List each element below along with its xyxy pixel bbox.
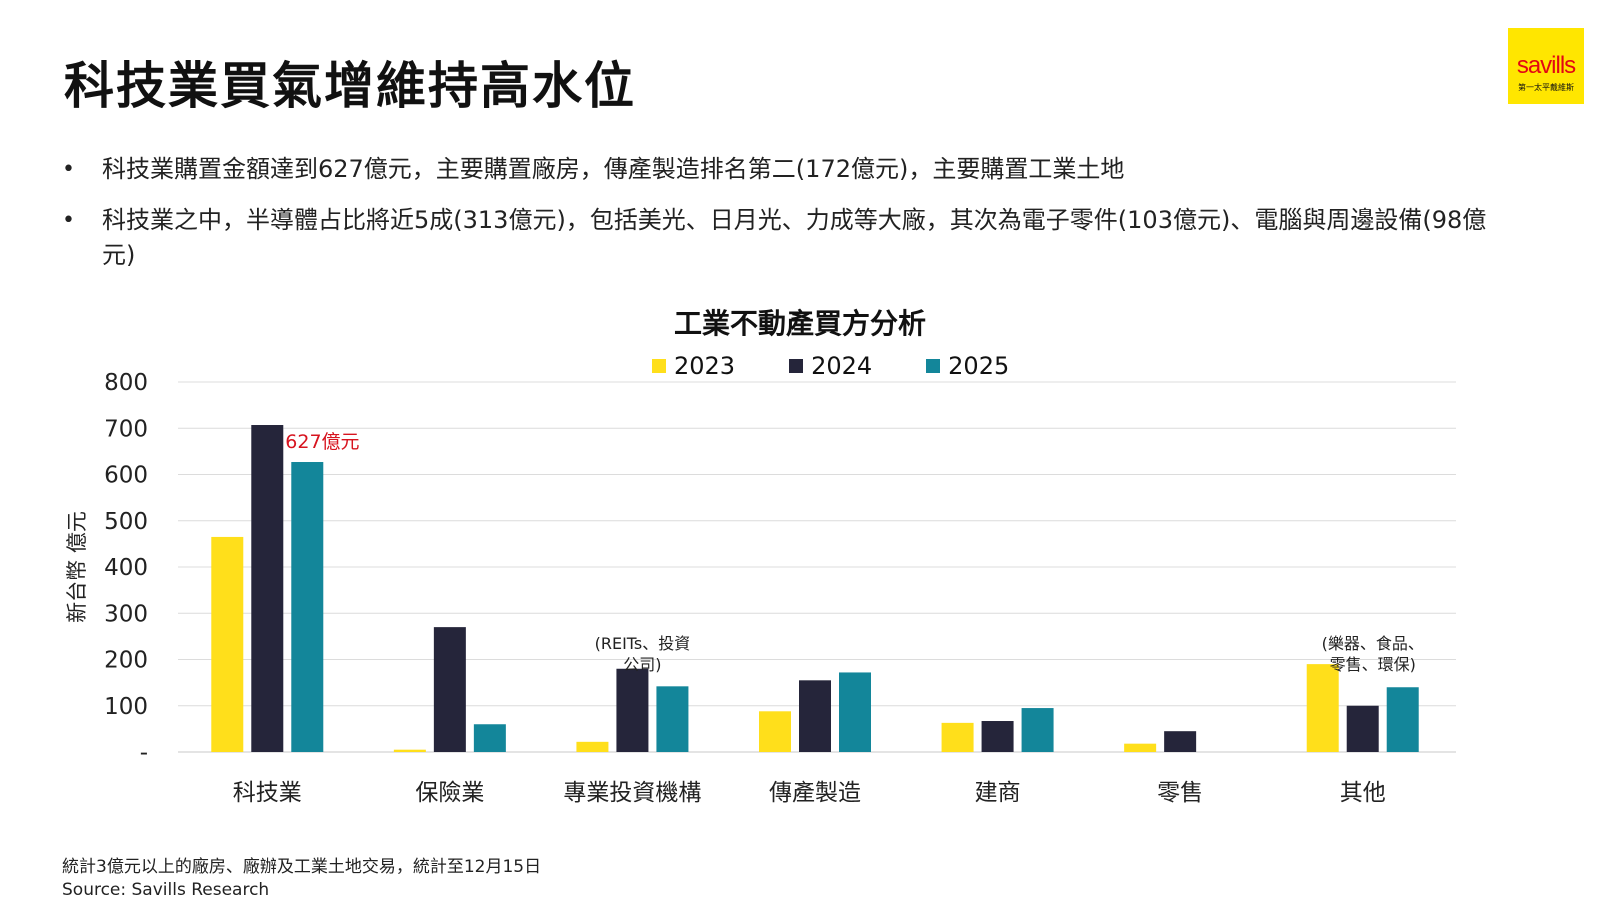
y-tick-label: 600 bbox=[104, 463, 148, 489]
bar bbox=[393, 749, 426, 752]
bar bbox=[1021, 708, 1054, 752]
y-axis-label: 新台幣 億元 bbox=[65, 511, 89, 623]
x-tick-label: 科技業 bbox=[233, 780, 302, 806]
y-tick-label: 200 bbox=[104, 648, 148, 674]
legend-item-2025: 2025 bbox=[926, 352, 1009, 380]
bar bbox=[1124, 743, 1157, 752]
bullet-list: 科技業購置金額達到627億元，主要購置廠房，傳產製造排名第二(172億元)，主要… bbox=[62, 152, 1502, 289]
page-title: 科技業買氣增維持高水位 bbox=[64, 57, 636, 115]
chart-title: 工業不動產買方分析 bbox=[673, 307, 926, 340]
y-tick-label: 300 bbox=[104, 601, 148, 627]
legend-item-2024: 2024 bbox=[789, 352, 872, 380]
bar bbox=[576, 741, 609, 752]
bar bbox=[251, 425, 284, 752]
y-tick-label: - bbox=[140, 740, 148, 766]
legend-label: 2024 bbox=[811, 352, 873, 380]
y-tick-label: 800 bbox=[104, 370, 148, 396]
x-tick-label: 零售 bbox=[1157, 780, 1203, 806]
annotation: (REITs、投資 bbox=[595, 634, 691, 653]
bar bbox=[433, 627, 466, 752]
x-tick-label: 保險業 bbox=[415, 780, 484, 806]
logo-word: savills bbox=[1516, 51, 1576, 79]
bar bbox=[656, 686, 689, 752]
bar bbox=[211, 536, 244, 752]
bar bbox=[1306, 664, 1339, 752]
bar bbox=[759, 711, 791, 752]
legend-swatch bbox=[789, 359, 804, 373]
legend-swatch bbox=[652, 359, 666, 373]
y-tick-label: 400 bbox=[104, 555, 148, 581]
bar bbox=[1164, 731, 1197, 752]
footnote-note: 統計3億元以上的廠房、廠辦及工業土地交易，統計至12月15日 bbox=[62, 857, 542, 877]
bullet-item: 科技業購置金額達到627億元，主要購置廠房，傳產製造排名第二(172億元)，主要… bbox=[62, 152, 1502, 187]
legend-item-2023: 2023 bbox=[652, 352, 735, 380]
x-tick-label: 專業投資機構 bbox=[563, 780, 701, 806]
footnote-source: Source: Savills Research bbox=[62, 880, 270, 900]
legend-label: 2025 bbox=[948, 352, 1010, 380]
logo-subtitle: 第一太平戴維斯 bbox=[1518, 82, 1574, 92]
x-tick-label: 傳產製造 bbox=[769, 780, 861, 806]
annotation: (樂器、食品、 bbox=[1322, 634, 1424, 653]
bar bbox=[839, 672, 871, 752]
bar bbox=[1386, 687, 1419, 752]
x-tick-label: 其他 bbox=[1340, 780, 1386, 806]
y-tick-label: 700 bbox=[104, 416, 148, 442]
chart-legend: 2023 2024 2025 bbox=[652, 352, 1009, 380]
y-tick-label: 500 bbox=[104, 509, 148, 535]
bar bbox=[473, 724, 506, 752]
bar bbox=[616, 668, 649, 752]
bullet-item: 科技業之中，半導體占比將近5成(313億元)，包括美光、日月光、力成等大廠，其次… bbox=[62, 203, 1502, 273]
y-tick-label: 100 bbox=[104, 694, 148, 720]
annotation: 零售、環保) bbox=[1330, 655, 1416, 674]
annotation: 公司) bbox=[623, 655, 661, 674]
bar bbox=[941, 722, 974, 752]
bar bbox=[1346, 705, 1379, 752]
footnote: 統計3億元以上的廠房、廠辦及工業土地交易，統計至12月15日 Source: S… bbox=[62, 856, 541, 902]
savills-logo: savills 第一太平戴維斯 bbox=[1508, 28, 1584, 104]
bar bbox=[291, 462, 324, 752]
legend-label: 2023 bbox=[674, 352, 736, 380]
data-label: 627億元 bbox=[285, 431, 359, 453]
x-tick-label: 建商 bbox=[975, 780, 1021, 806]
legend-swatch bbox=[926, 359, 941, 373]
bar bbox=[799, 680, 831, 752]
bar bbox=[981, 721, 1014, 752]
